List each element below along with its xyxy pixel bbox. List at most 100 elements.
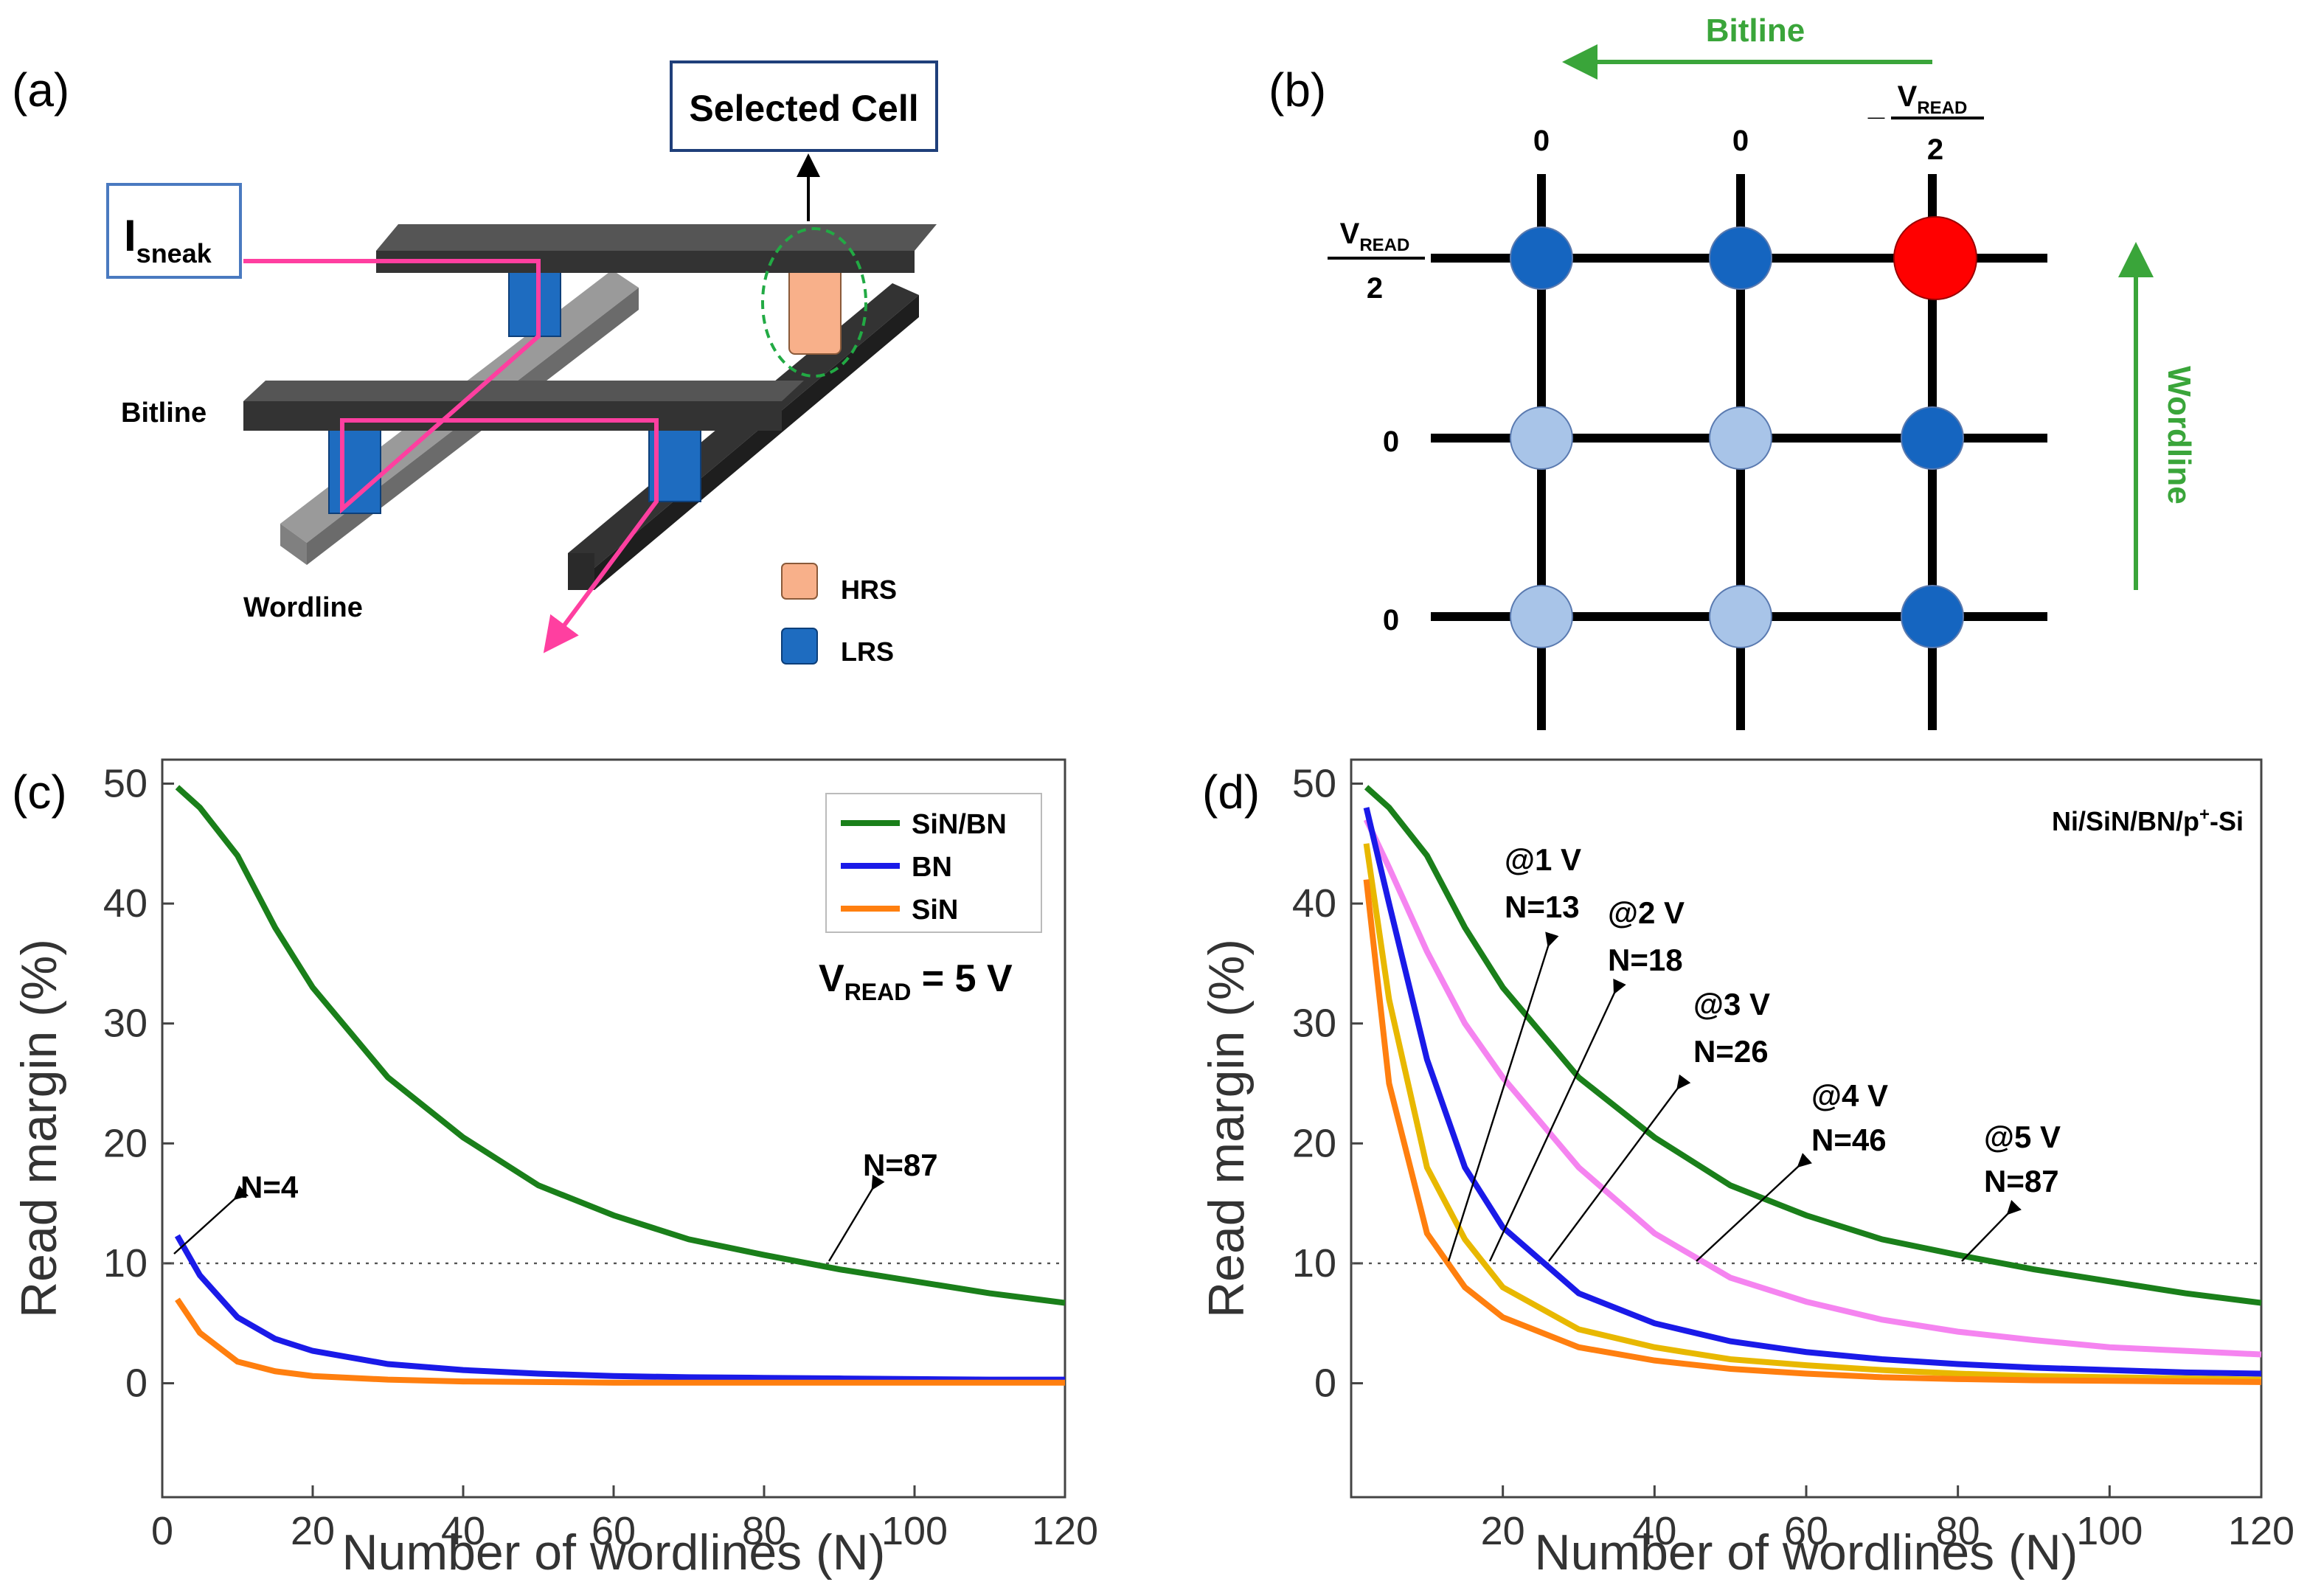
series-annotation: N=46: [1811, 1123, 1887, 1157]
bitline-label: Bitline: [121, 398, 207, 429]
series-label: @1 V: [1505, 842, 1581, 877]
header-post: -Si: [2210, 806, 2244, 836]
bitline-label: Bitline: [1706, 13, 1805, 49]
chart: 20 40 60 80 100 120 0 10 20 30 40 50 Number of wordl…: [1198, 758, 2294, 1581]
annotation-arrow: [1696, 1153, 1813, 1262]
x-tick-label: 40: [441, 1509, 485, 1553]
vread-sub: READ: [1359, 235, 1409, 255]
data-line: [175, 785, 1066, 1306]
row-vread: VREAD: [1340, 218, 1410, 255]
lrs-cell: [508, 265, 561, 337]
data-line: [1363, 807, 2262, 1377]
annotation-arrow: [173, 1185, 249, 1255]
series-label: @5 V: [1984, 1120, 2061, 1154]
column-label: 0: [1732, 125, 1749, 157]
legend-label: BN: [912, 852, 952, 883]
column-sign: _: [1867, 89, 1885, 122]
bitline-bar: [243, 381, 804, 401]
chart: 0 20 40 60 80 100 120 0 10 20 30 40 50 Number of word…: [11, 758, 1098, 1581]
x-tick-label: 80: [1936, 1509, 1980, 1553]
condition-sub: READ: [844, 979, 912, 1005]
annotation-arrow: [1488, 978, 1626, 1262]
x-tick-label: 0: [151, 1509, 173, 1553]
cell: [1901, 406, 1964, 470]
y-tick-label: 10: [103, 1241, 148, 1286]
wordline-bar: [280, 524, 307, 565]
series-label: @2 V: [1608, 895, 1685, 930]
panel-label: (d): [1202, 766, 1260, 819]
lrs-legend-icon: [781, 628, 818, 665]
legend-label: HRS: [841, 575, 897, 605]
y-tick-label: 50: [103, 762, 148, 806]
x-tick-label: 120: [1032, 1509, 1098, 1553]
x-axis-label: Number of wordlines (N): [1535, 1524, 2078, 1581]
sneak-main: I: [124, 211, 136, 260]
x-tick-label: 20: [291, 1509, 335, 1553]
cell: [1709, 585, 1772, 648]
cell: [1510, 226, 1573, 290]
legend-label: LRS: [841, 636, 894, 667]
condition-main: V: [819, 957, 844, 1000]
x-tick-label: 20: [1481, 1509, 1525, 1553]
sneak-sub: sneak: [136, 238, 212, 268]
hrs-cell: [788, 265, 842, 355]
series-label: @3 V: [1693, 987, 1770, 1021]
x-tick-label: 120: [2228, 1509, 2294, 1553]
wordline-label: Wordline: [243, 592, 363, 623]
y-tick-label: 50: [1292, 762, 1336, 806]
x-tick-label: 40: [1632, 1509, 1676, 1553]
panel-label: (a): [12, 63, 69, 117]
data-line: [1363, 843, 2262, 1383]
y-tick-label: 40: [103, 881, 148, 926]
y-tick-label: 20: [1292, 1121, 1336, 1165]
data-line: [1363, 879, 2262, 1385]
data-line: [1363, 818, 2262, 1358]
column-label: 0: [1533, 125, 1550, 157]
annotation-arrow: [1961, 1199, 2022, 1262]
selected-cell: [1893, 216, 1977, 300]
bitline-bar: [243, 401, 782, 431]
y-tick-label: 20: [103, 1121, 148, 1165]
label-box: [670, 60, 938, 152]
y-axis-label: Read margin (%): [11, 939, 67, 1318]
wordline-bar: [594, 295, 919, 590]
panel-label: (c): [12, 766, 67, 819]
chart-header: Ni/SiN/BN/p+-Si: [2052, 805, 2244, 836]
legend-label: SiN/BN: [912, 809, 1007, 840]
legend: SiN/BN BN SiN: [825, 793, 1042, 933]
x-tick-label: 60: [1784, 1509, 1828, 1553]
x-tick-label: 60: [592, 1509, 636, 1553]
annotation: N=87: [863, 1148, 938, 1182]
annotation: N=4: [240, 1170, 299, 1204]
condition-rest: = 5 V: [911, 957, 1013, 1000]
x-tick-label: 100: [881, 1509, 948, 1553]
vread-main: V: [1340, 218, 1360, 250]
vread-sub: READ: [1917, 98, 1967, 118]
cell: [1709, 406, 1772, 470]
series-annotation: N=87: [1984, 1164, 2059, 1198]
selected-outline: [761, 227, 867, 378]
legend-label: SiN: [912, 895, 958, 926]
cell: [1510, 585, 1573, 648]
crossbar-diagram: Selected Cell Isneak Bitline Wordline HR…: [106, 60, 938, 667]
cell: [1901, 585, 1964, 648]
series-annotation: N=13: [1505, 889, 1580, 924]
cell: [1510, 406, 1573, 470]
header-pre: Ni/SiN/BN/p: [2052, 806, 2199, 836]
annotation-arrow: [1447, 931, 1559, 1262]
x-tick-label: 80: [742, 1509, 786, 1553]
header-sup: +: [2199, 805, 2210, 825]
column-vread: VREAD: [1898, 80, 1968, 118]
data-line: [1364, 785, 2262, 1306]
plot-frame: [1350, 758, 2263, 1499]
x-tick-label: 100: [2076, 1509, 2143, 1553]
cells: [1510, 216, 1977, 648]
y-tick-label: 30: [103, 1002, 148, 1046]
x-axis-label: Number of wordlines (N): [342, 1524, 886, 1581]
wordline-bar: [568, 553, 594, 590]
row-vread-den: 2: [1367, 272, 1383, 305]
cell: [1709, 226, 1772, 290]
column-vread-den: 2: [1927, 133, 1943, 166]
y-tick-label: 0: [125, 1361, 148, 1406]
